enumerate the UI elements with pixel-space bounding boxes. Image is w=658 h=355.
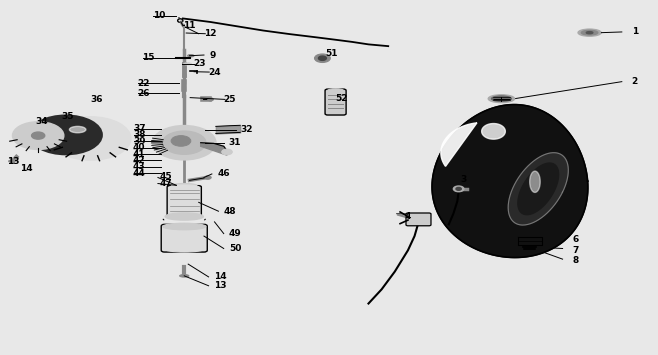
Ellipse shape [488,95,515,103]
Ellipse shape [578,29,601,36]
Text: 26: 26 [137,88,149,98]
Text: 8: 8 [572,256,578,266]
Ellipse shape [180,275,189,277]
Text: 32: 32 [240,125,253,134]
FancyBboxPatch shape [406,213,431,226]
Text: 14: 14 [214,272,226,282]
Ellipse shape [172,184,197,187]
Circle shape [222,149,232,155]
Text: 14: 14 [20,164,32,173]
Ellipse shape [492,96,511,102]
Text: 1: 1 [632,27,638,37]
Ellipse shape [164,246,204,252]
Circle shape [13,122,64,149]
Ellipse shape [170,185,199,189]
Polygon shape [518,163,559,215]
Text: 44: 44 [133,169,145,178]
Circle shape [171,136,191,146]
Text: 39: 39 [133,137,145,146]
Circle shape [453,186,464,192]
Polygon shape [201,143,227,155]
Polygon shape [482,124,505,139]
Polygon shape [508,153,569,225]
Text: 3: 3 [461,175,467,184]
Text: 24: 24 [208,67,220,77]
Text: 41: 41 [133,149,145,159]
Text: 51: 51 [326,49,338,59]
Circle shape [51,117,131,160]
Circle shape [318,56,326,60]
Text: 31: 31 [228,138,241,147]
Circle shape [153,126,216,160]
FancyBboxPatch shape [161,224,207,252]
Text: 48: 48 [224,207,236,216]
Circle shape [32,132,45,139]
Ellipse shape [163,223,205,230]
Ellipse shape [9,160,15,162]
Text: 10: 10 [153,11,165,21]
Circle shape [456,187,461,190]
Text: 23: 23 [193,59,205,69]
Ellipse shape [188,54,194,57]
Text: 13: 13 [7,157,19,166]
Polygon shape [530,171,540,192]
Text: 37: 37 [133,124,145,133]
Text: 34: 34 [36,117,48,126]
Polygon shape [441,123,477,166]
Text: 11: 11 [183,21,195,30]
Ellipse shape [184,63,191,65]
Text: 42: 42 [133,156,145,165]
Text: 49: 49 [229,229,241,238]
Text: 2: 2 [632,77,638,86]
Text: 4: 4 [405,212,411,221]
Circle shape [163,131,206,154]
Text: 46: 46 [217,169,230,179]
Text: 25: 25 [224,95,236,104]
FancyBboxPatch shape [325,89,346,115]
Text: 35: 35 [61,111,74,121]
Text: 15: 15 [142,53,155,62]
Ellipse shape [581,30,597,35]
Text: 40: 40 [133,143,145,152]
Text: 38: 38 [133,130,145,140]
FancyArrowPatch shape [163,219,164,220]
Text: 36: 36 [90,95,103,104]
Text: 7: 7 [572,246,579,255]
Text: 45: 45 [159,172,172,181]
Ellipse shape [165,213,203,220]
Polygon shape [432,105,588,257]
Circle shape [30,115,102,154]
Ellipse shape [586,32,593,34]
Circle shape [315,54,330,62]
Text: 43: 43 [133,162,145,171]
Text: 47: 47 [159,179,172,188]
Text: 12: 12 [204,29,216,38]
Circle shape [208,98,213,101]
FancyBboxPatch shape [167,186,201,216]
Ellipse shape [328,89,343,92]
Text: 13: 13 [214,281,226,290]
Text: 50: 50 [229,244,241,253]
Text: 52: 52 [336,94,348,103]
Text: 22: 22 [137,79,149,88]
Text: 9: 9 [209,50,216,60]
Ellipse shape [70,126,86,133]
Circle shape [205,176,211,179]
Text: 6: 6 [572,235,578,244]
